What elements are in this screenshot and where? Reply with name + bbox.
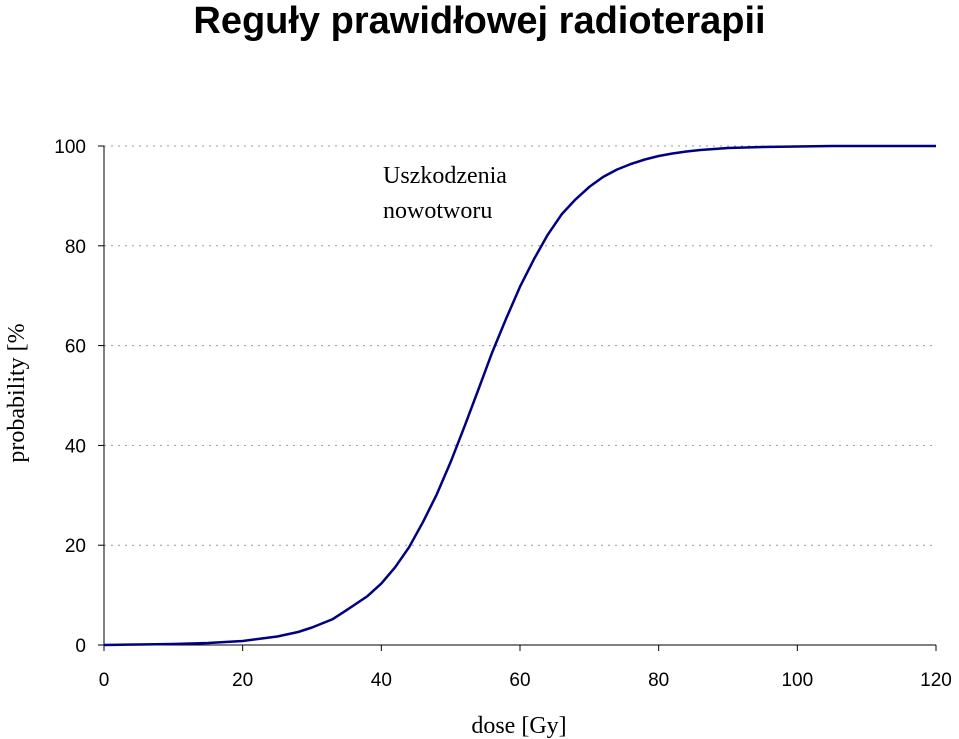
- y-tick-label-0: 0: [75, 636, 86, 657]
- y-tick-label-5: 100: [54, 137, 86, 158]
- x-tick-label-2: 40: [371, 670, 392, 691]
- chart-title: Reguły prawidłowej radioterapii: [193, 0, 766, 42]
- y-tick-label-3: 60: [65, 337, 86, 358]
- series-line-0: [103, 144, 936, 647]
- y-axis-label: probability [%: [4, 323, 30, 462]
- gridlines: [104, 145, 936, 546]
- x-tick-label-1: 20: [232, 670, 253, 691]
- x-tick-label-6: 120: [920, 670, 952, 691]
- series-group: [103, 144, 936, 647]
- y-tick-label-1: 20: [65, 536, 86, 557]
- x-tick-labels: 0 20 40 60 80 100 120: [99, 670, 952, 691]
- y-tick-label-2: 40: [65, 436, 86, 457]
- axes: [98, 145, 937, 651]
- y-tick-label-4: 80: [65, 237, 86, 258]
- x-tick-label-3: 60: [509, 670, 530, 691]
- x-axis-label: dose [Gy]: [471, 713, 566, 739]
- x-tick-label-0: 0: [99, 670, 110, 691]
- x-tick-label-5: 100: [781, 670, 813, 691]
- annotation-line-2: nowotworu: [383, 198, 492, 224]
- y-tick-labels: 0 20 40 60 80 100: [54, 137, 86, 657]
- x-tick-label-4: 80: [648, 670, 669, 691]
- annotation-line-1: Uszkodzenia: [383, 163, 507, 189]
